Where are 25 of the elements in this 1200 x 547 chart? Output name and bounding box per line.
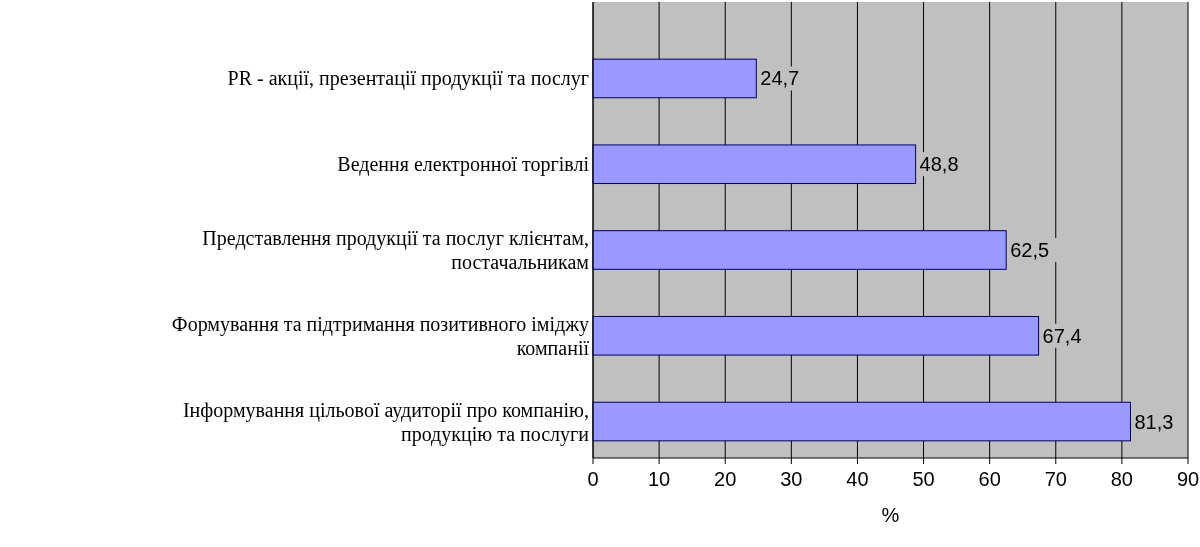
data-label: 62,5 bbox=[1010, 239, 1050, 261]
y-tick-label: Інформування цільової аудиторії про компанію, продукцію та послуги bbox=[182, 398, 590, 446]
x-tick-label: 50 bbox=[912, 468, 935, 490]
x-axis-title: % bbox=[881, 504, 900, 526]
data-label: 24,7 bbox=[760, 67, 800, 90]
data-label: 67,4 bbox=[1042, 324, 1082, 347]
y-tick-label: Ведення електронної торгівлі bbox=[337, 153, 590, 177]
x-tick-label: 80 bbox=[1110, 468, 1134, 490]
bar bbox=[592, 230, 1007, 270]
data-label: 48,8 bbox=[919, 153, 959, 176]
x-tick-label: 10 bbox=[647, 468, 671, 490]
bar bbox=[592, 144, 917, 185]
bar bbox=[592, 58, 757, 99]
data-label: 81,3 bbox=[1134, 410, 1174, 433]
x-tick-label: 60 bbox=[978, 468, 1001, 490]
x-tick-label: 20 bbox=[714, 468, 737, 490]
x-tick-label: 30 bbox=[780, 468, 803, 490]
x-tick-label: 90 bbox=[1176, 468, 1200, 490]
y-tick-label: Формування та підтримання позитивного іміджу компанії bbox=[171, 312, 590, 359]
bar bbox=[592, 315, 1040, 356]
x-tick-label: 0 bbox=[587, 468, 599, 490]
x-tick-label: 40 bbox=[846, 468, 869, 490]
x-tick-label: 70 bbox=[1044, 468, 1067, 490]
y-tick-label: Представлення продукції та послуг клієнтам, постачальникам bbox=[202, 227, 590, 273]
y-tick-label: PR - акції, презентації продукції та послуг bbox=[227, 67, 589, 91]
